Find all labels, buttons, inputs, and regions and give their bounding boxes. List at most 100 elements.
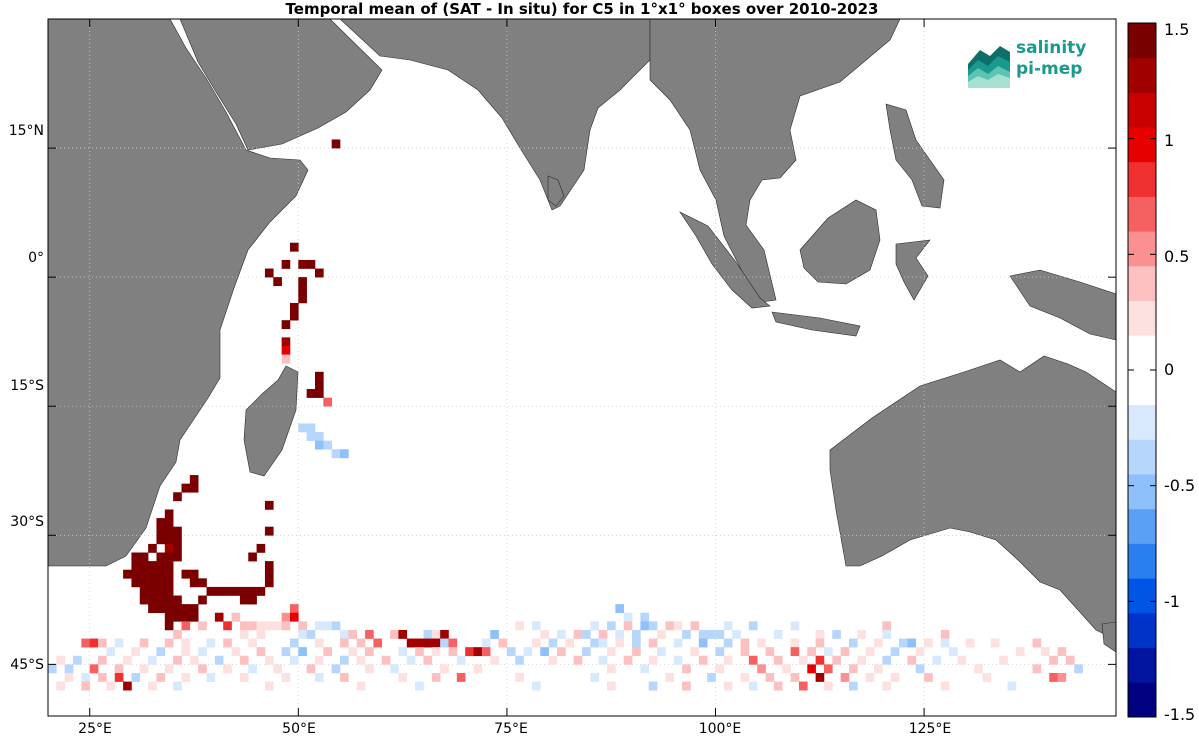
data-cell bbox=[223, 638, 232, 648]
data-cell bbox=[331, 621, 341, 631]
data-cell bbox=[264, 526, 274, 536]
data-cell bbox=[765, 647, 775, 657]
data-cell bbox=[573, 629, 583, 639]
data-cell bbox=[640, 612, 650, 622]
data-cell bbox=[598, 655, 608, 665]
data-cell bbox=[899, 638, 908, 648]
data-cell bbox=[214, 612, 224, 622]
data-cell bbox=[598, 638, 608, 648]
land-layer bbox=[48, 19, 1116, 653]
data-cell bbox=[323, 440, 332, 450]
data-cell bbox=[173, 612, 182, 622]
data-cell bbox=[473, 664, 483, 674]
data-cell bbox=[949, 647, 958, 657]
data-cell bbox=[223, 586, 232, 596]
data-cell bbox=[431, 629, 441, 639]
data-cell bbox=[815, 672, 825, 682]
data-cell bbox=[640, 664, 650, 674]
data-cell bbox=[348, 647, 358, 657]
data-cell bbox=[840, 672, 850, 682]
colorbar-segment bbox=[1128, 265, 1156, 301]
data-cell bbox=[139, 578, 149, 588]
x-tick-label: 100°E bbox=[698, 721, 742, 737]
data-cell bbox=[723, 681, 733, 691]
data-cell bbox=[440, 664, 449, 674]
colorbar bbox=[1127, 22, 1157, 718]
data-cell bbox=[773, 629, 783, 639]
data-cell bbox=[340, 449, 349, 459]
data-cell bbox=[615, 629, 625, 639]
land-arabia bbox=[179, 19, 383, 151]
data-cell bbox=[56, 655, 65, 665]
data-cell bbox=[164, 552, 174, 562]
data-cell bbox=[807, 664, 816, 674]
data-cell bbox=[657, 629, 666, 639]
data-cell bbox=[790, 621, 800, 631]
data-cell bbox=[106, 681, 116, 691]
data-cell bbox=[248, 552, 257, 562]
data-cell bbox=[156, 526, 166, 536]
data-cell bbox=[515, 621, 524, 631]
land-philippines bbox=[885, 103, 945, 209]
data-cell bbox=[974, 664, 983, 674]
data-cell bbox=[1057, 647, 1067, 657]
data-cell bbox=[740, 672, 750, 682]
data-cell bbox=[665, 672, 675, 682]
data-cell bbox=[748, 655, 758, 665]
data-cell bbox=[198, 578, 207, 588]
data-cell bbox=[181, 621, 191, 631]
data-cell bbox=[607, 664, 616, 674]
data-cell bbox=[365, 629, 374, 639]
data-cell bbox=[89, 638, 99, 648]
data-cell bbox=[264, 655, 274, 665]
data-cell bbox=[623, 621, 633, 631]
data-cell bbox=[390, 629, 399, 639]
data-cell bbox=[531, 681, 541, 691]
data-cell bbox=[740, 647, 750, 657]
data-cell bbox=[940, 681, 950, 691]
data-cell bbox=[248, 586, 257, 596]
data-cell bbox=[206, 586, 216, 596]
data-cell bbox=[298, 277, 307, 287]
axis-ticks bbox=[48, 19, 1116, 716]
data-cell bbox=[81, 638, 91, 648]
data-cell bbox=[340, 655, 349, 665]
data-cell bbox=[273, 277, 282, 287]
data-cell bbox=[98, 638, 107, 648]
data-cell bbox=[582, 647, 591, 657]
data-cell bbox=[123, 655, 132, 665]
data-cell bbox=[790, 672, 800, 682]
data-cell bbox=[289, 242, 299, 252]
x-tick-label: 25°E bbox=[78, 721, 112, 737]
data-cell bbox=[173, 526, 182, 536]
data-cell bbox=[315, 380, 324, 390]
data-cell bbox=[707, 629, 716, 639]
data-cell bbox=[56, 681, 65, 691]
data-cell bbox=[832, 655, 841, 665]
data-cell bbox=[189, 483, 199, 493]
data-cell bbox=[515, 672, 524, 682]
data-cell bbox=[556, 647, 566, 657]
colorbar-segment bbox=[1128, 300, 1156, 336]
plot-frame bbox=[47, 18, 1117, 717]
data-cell bbox=[139, 664, 149, 674]
colorbar-segment bbox=[1128, 57, 1156, 93]
data-cell bbox=[281, 612, 291, 622]
data-cell bbox=[356, 638, 366, 648]
data-cell bbox=[181, 647, 191, 657]
data-cell bbox=[98, 672, 107, 682]
data-cell bbox=[239, 672, 249, 682]
data-cell bbox=[590, 672, 599, 682]
data-cell bbox=[114, 672, 124, 682]
data-cell bbox=[431, 672, 441, 682]
data-cell bbox=[206, 638, 216, 648]
data-cell bbox=[298, 259, 307, 269]
data-cell bbox=[156, 672, 166, 682]
data-cell bbox=[81, 672, 91, 682]
data-cell bbox=[632, 629, 641, 639]
logo-line1: salinity bbox=[1016, 38, 1087, 58]
data-cell bbox=[531, 621, 541, 631]
data-cell bbox=[448, 647, 458, 657]
data-cell bbox=[815, 655, 825, 665]
data-cell bbox=[957, 655, 967, 665]
